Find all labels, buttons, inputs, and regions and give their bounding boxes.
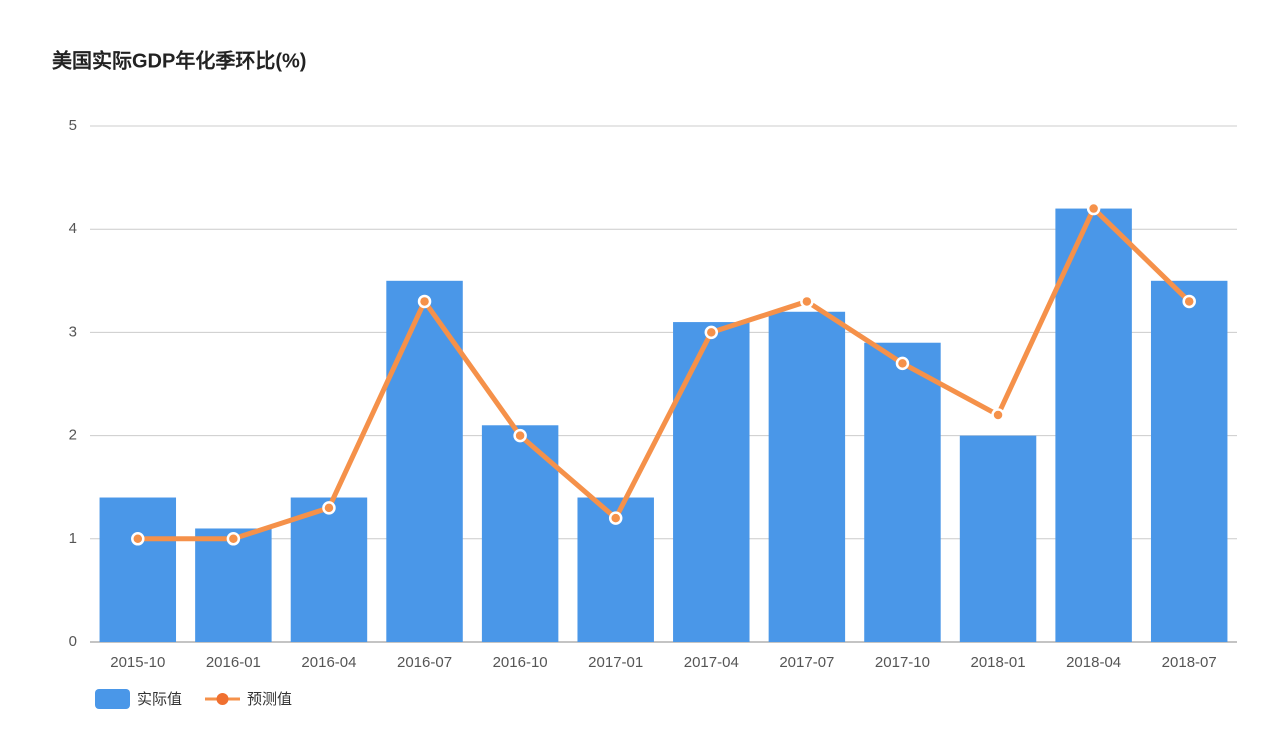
x-tick-label: 2016-07 [397,654,452,671]
bar [959,435,1037,642]
bar [195,528,272,642]
line-marker [417,294,432,309]
y-tick-label: 1 [69,530,77,547]
line-marker [322,501,336,515]
legend-label: 实际值 [137,691,182,708]
x-tick-label: 2017-01 [588,654,643,671]
line-marker [513,428,527,443]
y-tick-label: 5 [69,117,77,134]
line-marker [895,356,910,371]
legend-label: 预测值 [247,691,292,708]
x-tick-label: 2016-10 [493,654,548,671]
bar [673,322,750,642]
x-tick-label: 2016-01 [206,654,261,671]
bar [1055,208,1132,642]
bar [290,497,368,642]
x-tick-label: 2018-07 [1162,654,1217,671]
legend-swatch [216,693,229,705]
bar [864,342,941,642]
x-tick-label: 2016-04 [301,654,356,671]
y-tick-label: 0 [69,633,77,650]
line-marker [991,408,1005,422]
x-tick-label: 2017-07 [779,654,834,671]
line-marker [1182,294,1196,309]
bar [1150,280,1228,642]
line-marker [800,294,814,309]
line [137,206,1191,542]
line-marker [131,532,145,546]
x-tick-label: 2015-10 [110,654,165,671]
bar [99,497,177,642]
y-tick-label: 2 [69,427,77,444]
x-tick-label: 2017-10 [875,654,930,671]
chart-title: 美国实际GDP年化季环比(%) [52,48,306,72]
legend-swatch [95,689,130,709]
line-marker [608,511,623,525]
line-marker [1086,201,1101,216]
line-marker [226,532,241,546]
line-marker [704,325,719,340]
x-tick-label: 2017-04 [684,654,739,671]
y-tick-label: 4 [69,220,77,237]
bar [768,311,846,642]
y-tick-label: 3 [69,323,77,340]
x-tick-label: 2018-01 [971,654,1026,671]
x-tick-label: 2018-04 [1066,654,1121,671]
bar [481,425,559,642]
